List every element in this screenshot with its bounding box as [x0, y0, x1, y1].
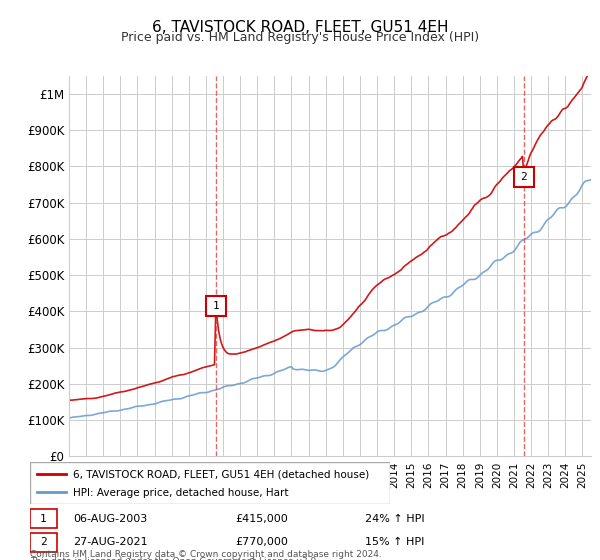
Text: £770,000: £770,000 [235, 537, 288, 547]
Text: 6, TAVISTOCK ROAD, FLEET, GU51 4EH: 6, TAVISTOCK ROAD, FLEET, GU51 4EH [152, 20, 448, 35]
Text: Contains HM Land Registry data © Crown copyright and database right 2024.: Contains HM Land Registry data © Crown c… [30, 550, 382, 559]
FancyBboxPatch shape [30, 533, 57, 552]
Text: 27-AUG-2021: 27-AUG-2021 [73, 537, 148, 547]
Text: This data is licensed under the Open Government Licence v3.0.: This data is licensed under the Open Gov… [30, 557, 319, 560]
Text: 15% ↑ HPI: 15% ↑ HPI [365, 537, 424, 547]
Text: 6, TAVISTOCK ROAD, FLEET, GU51 4EH (detached house): 6, TAVISTOCK ROAD, FLEET, GU51 4EH (deta… [73, 470, 370, 479]
Text: 24% ↑ HPI: 24% ↑ HPI [365, 514, 424, 524]
FancyBboxPatch shape [30, 510, 57, 529]
FancyBboxPatch shape [30, 462, 390, 504]
Text: HPI: Average price, detached house, Hart: HPI: Average price, detached house, Hart [73, 488, 289, 498]
Text: 2: 2 [521, 172, 527, 182]
Text: 2: 2 [40, 537, 47, 547]
Text: Price paid vs. HM Land Registry's House Price Index (HPI): Price paid vs. HM Land Registry's House … [121, 31, 479, 44]
Text: 06-AUG-2003: 06-AUG-2003 [73, 514, 148, 524]
Text: £415,000: £415,000 [235, 514, 288, 524]
Text: 1: 1 [212, 301, 219, 311]
Text: 1: 1 [40, 514, 47, 524]
